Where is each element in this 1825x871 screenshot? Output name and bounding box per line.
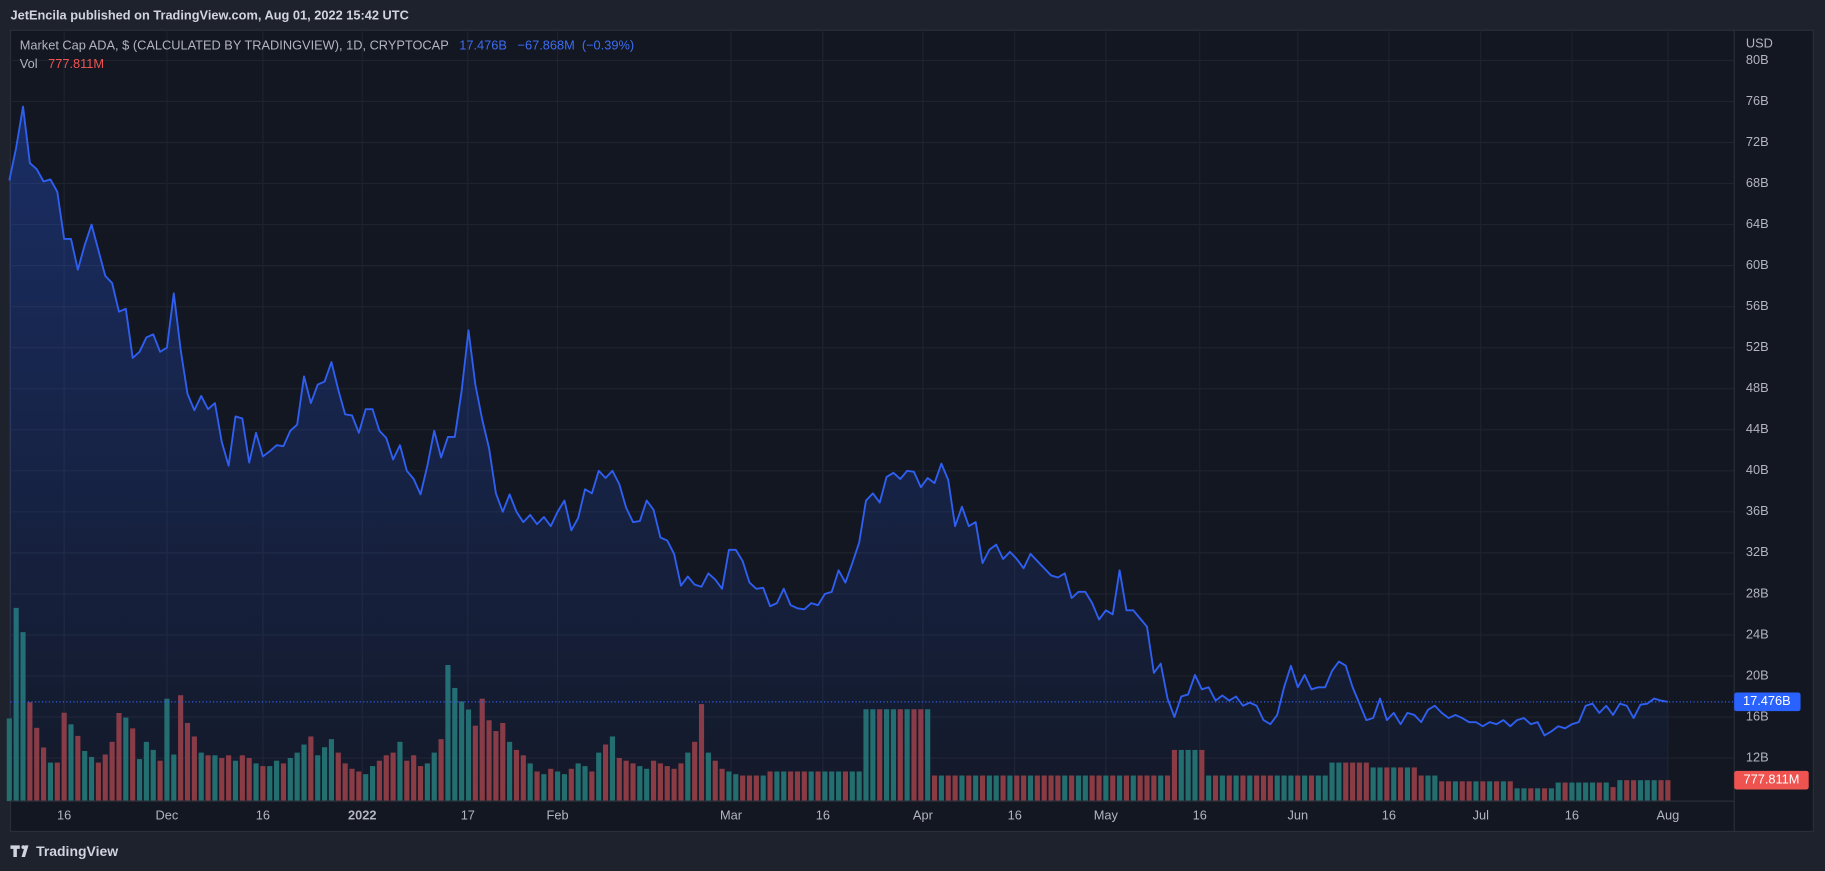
legend-last: 17.476B bbox=[459, 38, 507, 53]
last-price-label: 17.476B bbox=[1743, 693, 1791, 708]
x-tick-label: Jul bbox=[1473, 808, 1489, 823]
brand-logo bbox=[10, 845, 29, 858]
y-tick-label: 32B bbox=[1746, 544, 1769, 559]
x-tick-label: 16 bbox=[256, 808, 270, 823]
x-tick-label: Apr bbox=[913, 808, 934, 823]
volume-last: 777.811M bbox=[48, 57, 104, 72]
last-volume-label: 777.811M bbox=[1743, 772, 1799, 787]
x-tick-label: 16 bbox=[57, 808, 71, 823]
y-tick-label: 64B bbox=[1746, 216, 1769, 231]
price-line bbox=[8, 105, 1669, 737]
legend-change: −67.868M bbox=[518, 38, 575, 53]
y-tick-label: 48B bbox=[1746, 380, 1769, 395]
y-tick-label: 76B bbox=[1746, 93, 1769, 108]
x-tick-label: 2022 bbox=[348, 808, 376, 823]
x-tick-label: Mar bbox=[720, 808, 743, 823]
y-tick-label: 80B bbox=[1746, 52, 1769, 67]
brand: TradingView bbox=[10, 843, 118, 859]
y-tick-label: 44B bbox=[1746, 421, 1769, 436]
volume-bar bbox=[6, 718, 12, 802]
x-tick-label: 16 bbox=[1565, 808, 1579, 823]
x-tick-label: Dec bbox=[156, 808, 179, 823]
y-tick-label: 28B bbox=[1746, 585, 1769, 600]
y-tick-label: 12B bbox=[1746, 749, 1769, 764]
x-tick-label: 16 bbox=[1382, 808, 1396, 823]
volume-name: Vol bbox=[20, 57, 38, 72]
last-price-badge bbox=[1734, 692, 1801, 712]
x-tick-label: Feb bbox=[547, 808, 569, 823]
area bbox=[9, 106, 1668, 802]
x-tick-label: Jun bbox=[1287, 808, 1308, 823]
x-tick-label: May bbox=[1094, 808, 1119, 823]
x-tick-label: 16 bbox=[1008, 808, 1022, 823]
y-tick-label: 72B bbox=[1746, 134, 1769, 149]
x-tick-label: 16 bbox=[816, 808, 830, 823]
y-tick-label: 36B bbox=[1746, 503, 1769, 518]
last-volume-badge bbox=[1734, 770, 1809, 790]
publisher: JetEncila published on TradingView.com, … bbox=[10, 8, 408, 23]
x-tick-label: Aug bbox=[1656, 808, 1679, 823]
currency: USD bbox=[1746, 36, 1773, 51]
brand-logo-dot bbox=[21, 845, 26, 849]
x-tick-label: 17 bbox=[461, 808, 475, 823]
y-tick-label: 16B bbox=[1746, 708, 1769, 723]
legend: Market Cap ADA, $ (CALCULATED BY TRADING… bbox=[20, 38, 634, 53]
y-tick-label: 60B bbox=[1746, 257, 1769, 272]
y-tick-label: 56B bbox=[1746, 298, 1769, 313]
y-tick-label: 52B bbox=[1746, 339, 1769, 354]
y-tick-label: 68B bbox=[1746, 175, 1769, 190]
brand-name: TradingView bbox=[36, 843, 118, 859]
y-tick-label: 24B bbox=[1746, 626, 1769, 641]
legend-change-pct: (−0.39%) bbox=[582, 38, 634, 53]
volume-legend: Vol 777.811M bbox=[20, 57, 104, 72]
plot bbox=[6, 105, 1735, 802]
y-tick-label: 40B bbox=[1746, 462, 1769, 477]
legend-title: Market Cap ADA, $ (CALCULATED BY TRADING… bbox=[20, 38, 449, 53]
y-tick-label: 20B bbox=[1746, 667, 1769, 682]
x-tick-label: 16 bbox=[1193, 808, 1207, 823]
